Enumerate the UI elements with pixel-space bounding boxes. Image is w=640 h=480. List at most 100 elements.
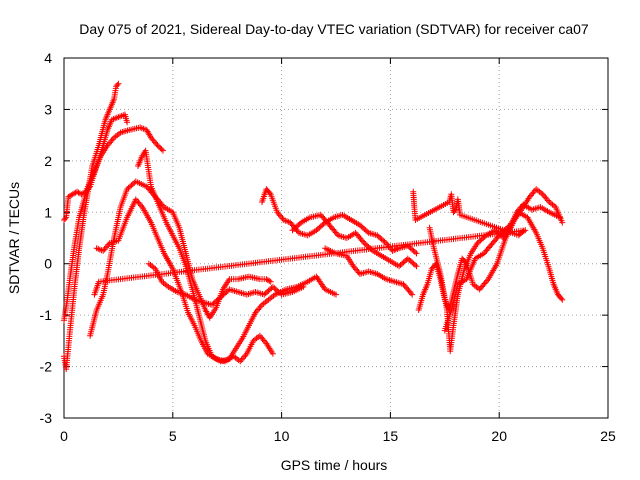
data-point	[356, 222, 363, 229]
data-point	[407, 245, 414, 252]
data-point	[101, 246, 108, 253]
data-point	[400, 259, 407, 266]
data-point	[362, 227, 369, 234]
data-point	[375, 233, 382, 240]
data-point	[210, 300, 217, 307]
series-outliers	[91, 188, 529, 298]
data-point	[150, 137, 157, 144]
data-point	[317, 223, 324, 230]
series-arc-e	[93, 196, 276, 365]
data-point	[300, 283, 307, 290]
data-point	[404, 255, 411, 262]
data-point	[265, 287, 272, 294]
data-point	[504, 224, 511, 231]
data-point	[266, 277, 273, 284]
data-point	[381, 238, 388, 245]
data-point	[401, 258, 408, 265]
data-point	[296, 220, 303, 227]
plot-area-frame	[63, 57, 609, 419]
data-point	[261, 291, 268, 298]
data-point	[274, 287, 281, 294]
data-point	[222, 290, 229, 297]
x-tick-label: 20	[491, 428, 507, 444]
data-point	[266, 286, 273, 293]
series-arc-b	[61, 80, 122, 373]
x-tick-label: 5	[169, 428, 177, 444]
data-point	[62, 215, 69, 222]
data-point	[128, 182, 135, 189]
y-axis-label: SDTVAR / TECUs	[6, 182, 22, 294]
x-axis-label: GPS time / hours	[281, 457, 388, 473]
data-point	[264, 289, 271, 295]
series-arc-i	[289, 211, 420, 270]
data-point	[223, 289, 230, 295]
data-point	[154, 142, 161, 149]
data-point	[333, 291, 339, 298]
y-tick-label: -3	[40, 410, 53, 426]
data-point	[278, 213, 285, 220]
data-point	[208, 301, 215, 308]
data-point	[290, 226, 297, 232]
data-point	[410, 247, 417, 254]
data-point	[319, 222, 326, 229]
data-point	[157, 145, 164, 151]
data-point	[158, 146, 165, 153]
y-tick-label: -2	[40, 359, 53, 375]
data-point	[355, 269, 362, 276]
data-point	[409, 291, 416, 298]
data-point	[364, 242, 371, 249]
data-point	[275, 289, 282, 295]
data-point	[115, 80, 122, 87]
data-point	[129, 181, 136, 187]
data-point	[136, 201, 143, 208]
data-point	[155, 143, 162, 150]
data-point	[541, 192, 548, 199]
data-point	[559, 296, 566, 303]
data-point	[114, 82, 121, 88]
data-point	[262, 290, 269, 297]
data-point	[260, 337, 267, 344]
data-point	[107, 139, 114, 146]
data-point	[361, 240, 368, 247]
data-point	[258, 334, 265, 341]
data-point	[362, 241, 369, 248]
data-point	[293, 223, 300, 230]
data-point	[255, 306, 262, 313]
data-point	[360, 238, 367, 245]
data-point	[91, 291, 98, 298]
axis-ticks	[63, 57, 609, 419]
data-point	[359, 224, 366, 231]
data-point	[257, 303, 264, 310]
data-point	[399, 260, 406, 267]
data-point	[558, 295, 565, 302]
data-point	[272, 286, 279, 293]
data-point	[397, 262, 404, 268]
data-point	[314, 226, 321, 232]
y-tick-label: 1	[44, 204, 52, 220]
data-point	[292, 224, 299, 231]
data-point	[313, 227, 320, 234]
data-point	[127, 183, 134, 190]
data-point	[406, 244, 413, 250]
data-series	[61, 80, 566, 373]
data-point	[544, 197, 551, 204]
data-point	[214, 296, 221, 303]
data-point	[396, 263, 403, 270]
data-point	[377, 235, 384, 241]
chart-title: Day 075 of 2021, Sidereal Day-to-day VTE…	[79, 21, 589, 37]
data-point	[353, 266, 360, 273]
data-point	[374, 232, 381, 239]
data-point	[269, 283, 276, 290]
data-point	[238, 356, 245, 363]
data-point	[474, 240, 481, 247]
y-tick-label: 2	[44, 153, 52, 169]
data-point	[241, 353, 248, 360]
data-point	[475, 238, 482, 245]
data-point	[160, 147, 167, 154]
data-point	[153, 140, 160, 147]
data-point	[316, 224, 323, 231]
y-tick-label: 4	[44, 50, 52, 66]
series-arc-j	[322, 245, 416, 298]
series-arc-m	[441, 209, 566, 334]
